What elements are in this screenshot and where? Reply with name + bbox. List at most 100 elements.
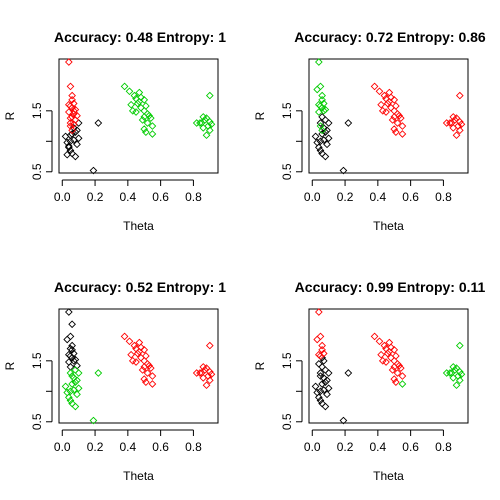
scatter-point: [398, 372, 407, 380]
scatter-point: [313, 335, 322, 344]
scatter-point: [398, 122, 407, 130]
scatter-point: [138, 116, 147, 124]
scatter-point: [74, 134, 83, 143]
scatter-point: [125, 87, 134, 96]
scatter-point: [316, 372, 325, 380]
scatter-point: [205, 126, 214, 135]
scatter-point: [318, 91, 326, 100]
scatter-point: [94, 369, 103, 377]
scatter-point: [316, 82, 325, 91]
scatter-point: [452, 131, 461, 140]
scatter-point: [316, 369, 325, 377]
scatter-point: [387, 343, 395, 352]
x-tick-label: 0.2: [337, 440, 354, 454]
scatter-point: [66, 387, 75, 396]
y-tick-label: 0.5: [280, 163, 294, 180]
scatter-point: [66, 82, 75, 91]
scatter-point: [314, 58, 323, 66]
scatter-point: [393, 369, 402, 377]
scatter-point: [89, 166, 98, 175]
scatter-point: [145, 111, 153, 120]
x-axis-label: Theta: [373, 219, 404, 233]
scatter-point: [382, 358, 390, 366]
scatter-point: [311, 132, 320, 141]
scatter-point: [370, 82, 379, 91]
scatter-point: [128, 106, 137, 115]
scatter-point: [319, 124, 328, 132]
scatter-point: [449, 124, 458, 132]
scatter-point: [68, 320, 76, 329]
scatter-point: [316, 137, 325, 146]
y-axis-label: R: [253, 111, 267, 120]
scatter-point: [375, 87, 384, 96]
scatter-point: [145, 361, 153, 370]
plot-frame: [308, 308, 469, 424]
panel-title: Accuracy: 0.99 Entropy: 0.11: [295, 279, 486, 295]
scatter-point: [74, 384, 83, 393]
scatter-point: [316, 396, 325, 405]
scatter-point: [202, 131, 211, 140]
scatter-point: [451, 366, 459, 374]
x-tick-label: 0.8: [435, 440, 452, 454]
scatter-point: [69, 106, 78, 115]
scatter-point: [66, 369, 75, 377]
scatter-point: [66, 332, 75, 341]
scatter-point: [392, 378, 400, 386]
scatter-point: [140, 96, 149, 104]
scatter-point: [66, 344, 75, 353]
scatter-point: [138, 366, 147, 374]
scatter-point: [339, 166, 348, 175]
scatter-point: [202, 381, 211, 390]
plot-frame: [58, 58, 219, 174]
scatter-point: [66, 396, 75, 405]
scatter-point: [380, 91, 389, 100]
scatter-point: [64, 308, 73, 316]
scatter-point: [140, 125, 149, 133]
scatter-point: [68, 372, 76, 380]
scatter-point: [318, 96, 326, 104]
y-tick-label: 1.5: [30, 352, 44, 369]
scatter-point: [457, 120, 466, 129]
plot-frame: [58, 308, 219, 424]
scatter-point: [388, 366, 397, 374]
scatter-point: [457, 370, 466, 379]
scatter-point: [94, 119, 103, 127]
scatter-point: [130, 91, 139, 100]
scatter-point: [143, 119, 152, 127]
scatter-point: [207, 370, 216, 379]
y-tick-label: 1.5: [280, 352, 294, 369]
scatter-point: [64, 142, 73, 151]
scatter-point: [64, 358, 73, 366]
scatter-point: [392, 102, 400, 110]
scatter-point: [377, 350, 385, 359]
scatter-point: [201, 116, 209, 124]
scatter-point: [398, 380, 407, 388]
scatter-point: [192, 119, 201, 127]
scatter-point: [319, 374, 328, 382]
x-axis-label: Theta: [123, 469, 154, 483]
x-tick-label: 0.4: [120, 440, 137, 454]
scatter-point: [148, 122, 157, 130]
scatter-point: [321, 105, 330, 114]
scatter-point: [148, 130, 157, 138]
x-tick-label: 0.2: [87, 440, 104, 454]
scatter-point: [393, 119, 402, 127]
y-tick-label: 0.5: [280, 413, 294, 430]
scatter-point: [455, 341, 464, 350]
scatter-panel-accuracy-048: Accuracy: 0.48 Entropy: 1 Theta R 0.0 0.2…: [3, 29, 226, 233]
scatter-point: [318, 341, 326, 350]
scatter-point: [311, 382, 320, 391]
scatter-point: [319, 386, 328, 394]
scatter-point: [71, 366, 80, 374]
scatter-point: [314, 360, 323, 368]
scatter-point: [61, 382, 70, 391]
y-axis-label: R: [253, 361, 267, 370]
x-tick-label: 0.8: [435, 190, 452, 204]
y-axis-label: R: [3, 361, 17, 370]
scatter-point: [390, 346, 399, 354]
scatter-point: [142, 102, 150, 110]
panel-title: Accuracy: 0.72 Entropy: 0.86: [294, 29, 486, 45]
y-tick-label: 1.5: [280, 102, 294, 119]
scatter-point: [323, 390, 331, 399]
